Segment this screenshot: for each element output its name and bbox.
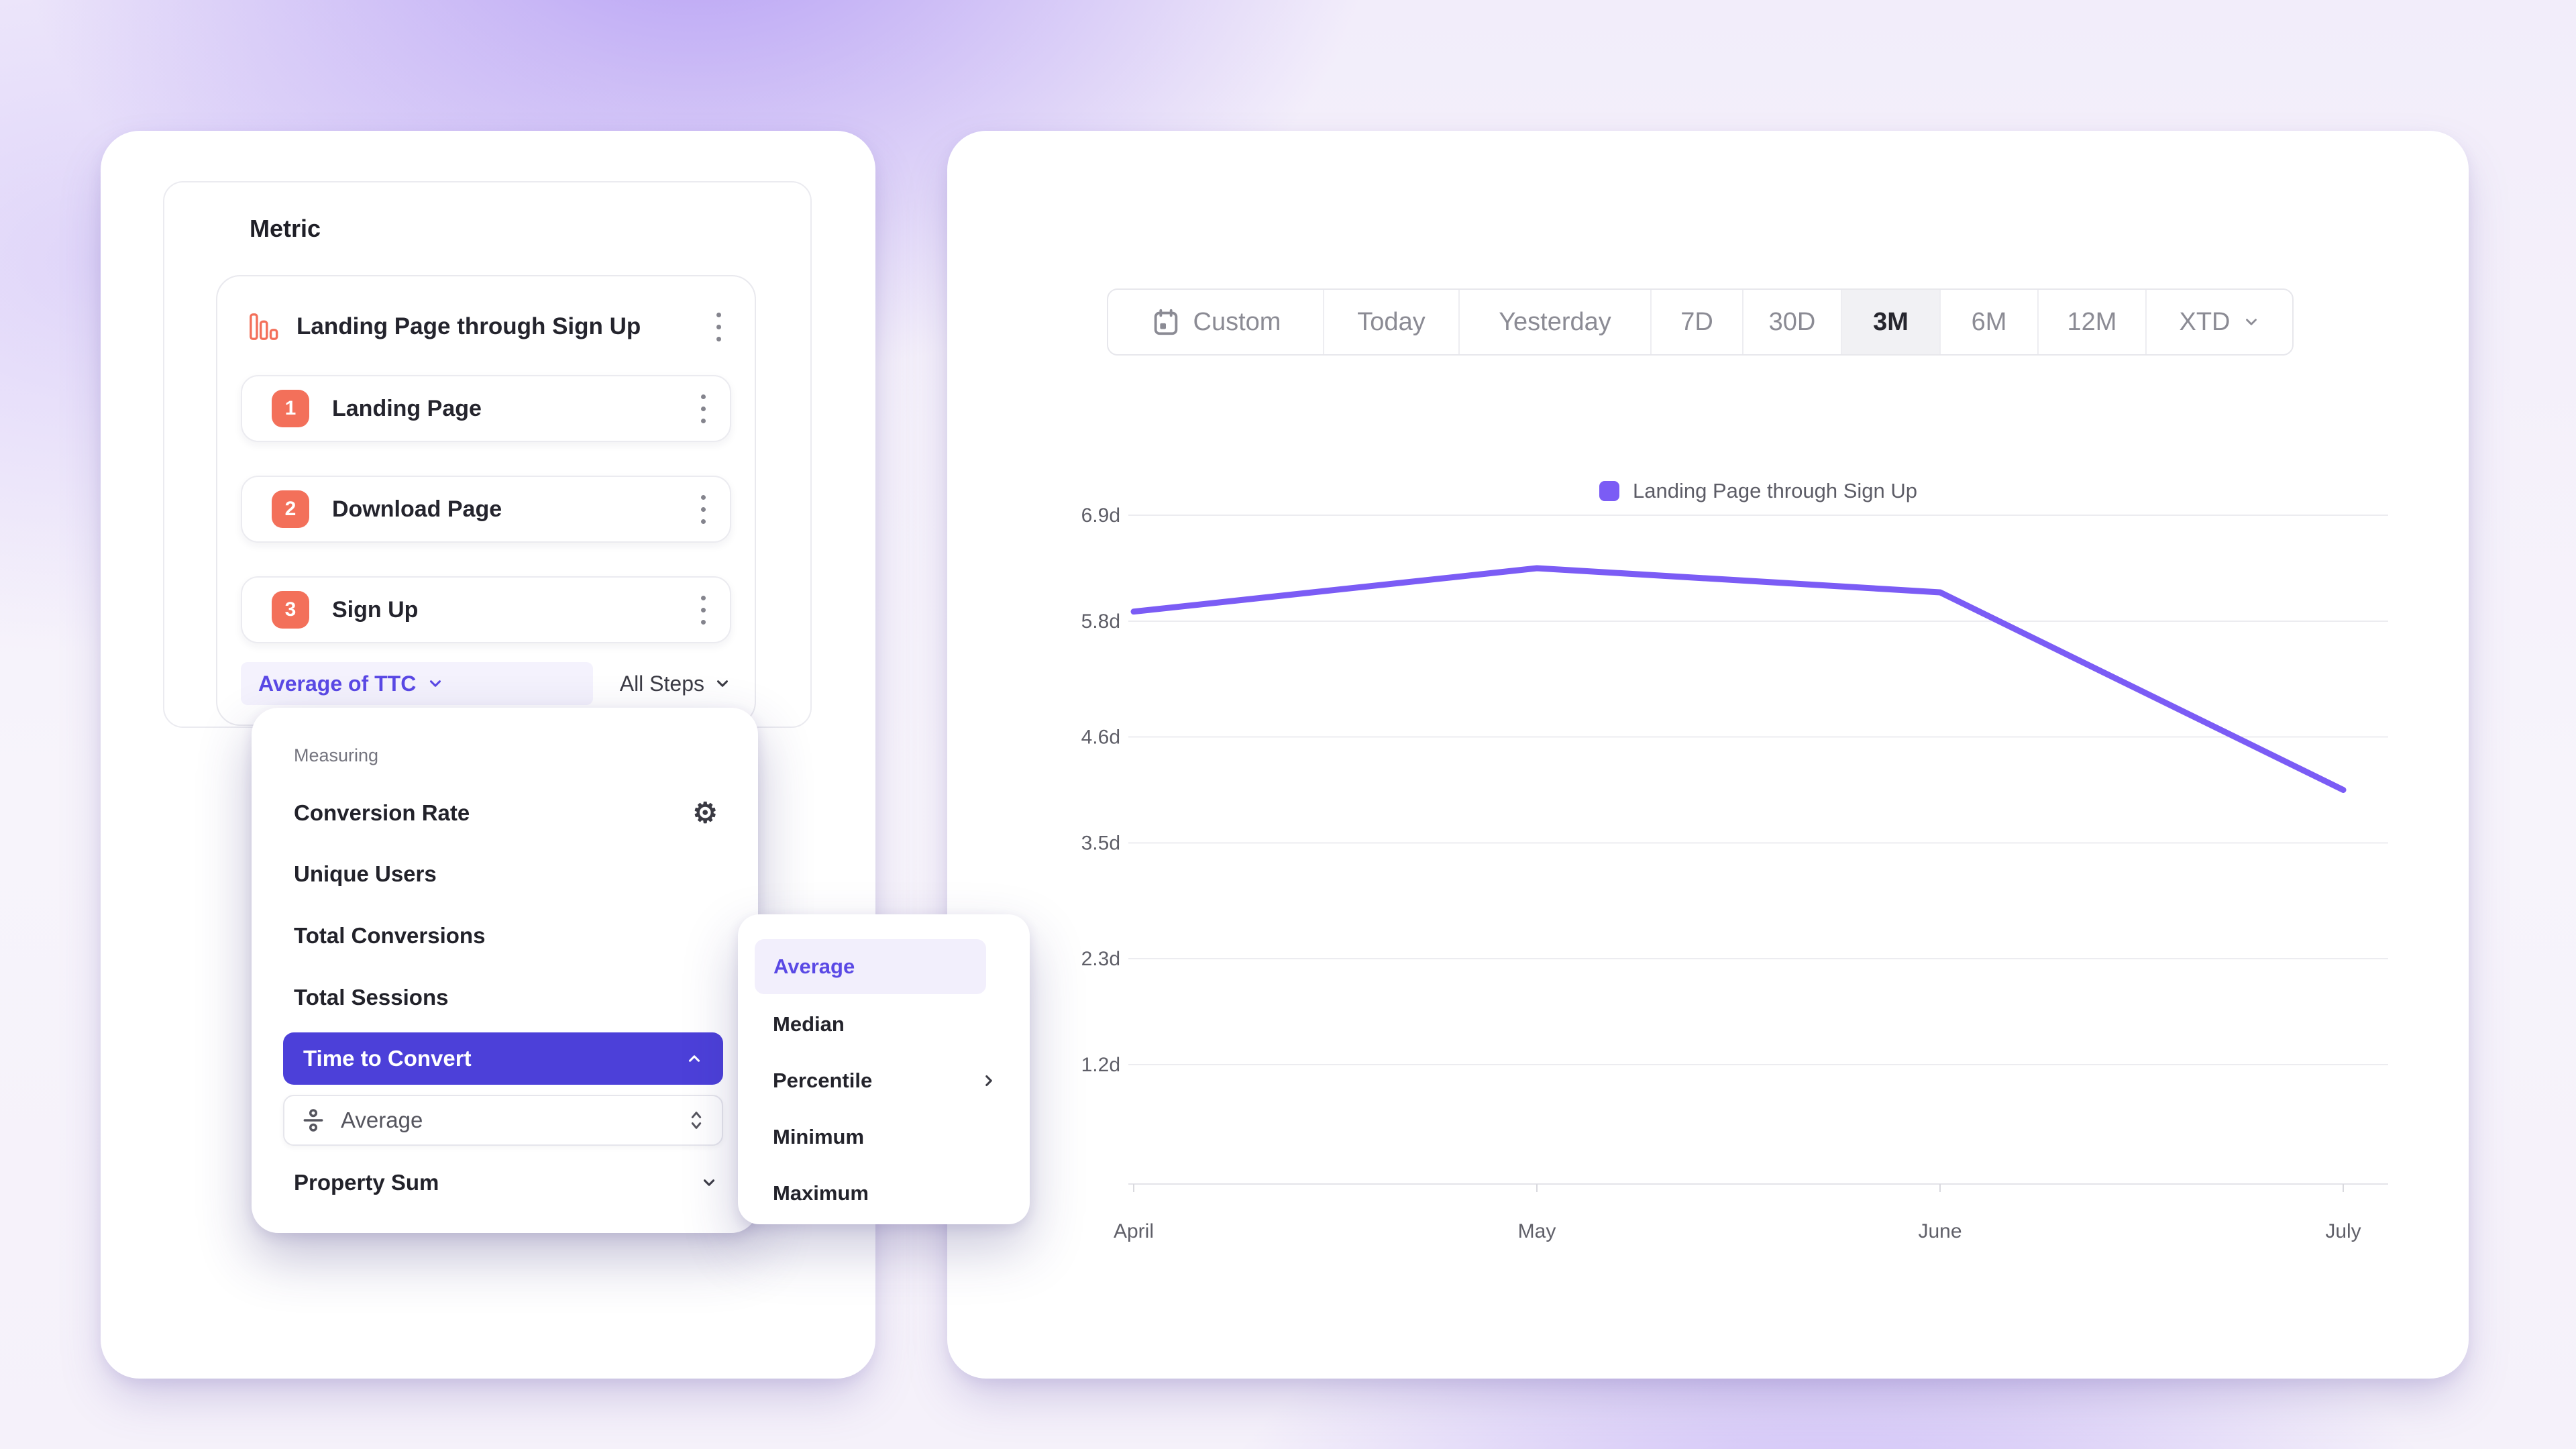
date-option-label: Today xyxy=(1357,307,1426,336)
date-option-label: XTD xyxy=(2179,307,2231,336)
date-option-label: 7D xyxy=(1680,307,1713,336)
chart-legend: Landing Page through Sign Up xyxy=(1128,476,2388,506)
funnel-header: Landing Page through Sign Up xyxy=(217,276,755,377)
funnel-footer: Average of TTC All Steps xyxy=(241,662,731,705)
submenu-item-minimum[interactable]: Minimum xyxy=(773,1117,998,1157)
menu-item-total-sessions[interactable]: Total Sessions xyxy=(294,974,718,1021)
x-axis-label: July xyxy=(2325,1220,2361,1242)
y-axis-label: 5.8d xyxy=(1081,610,1120,633)
date-option-label: Yesterday xyxy=(1499,307,1611,336)
submenu-item-percentile[interactable]: Percentile xyxy=(773,1061,998,1101)
date-option-7d[interactable]: 7D xyxy=(1652,290,1743,354)
y-axis-label: 3.5d xyxy=(1081,833,1120,855)
calendar-icon xyxy=(1154,309,1177,335)
submenu-item-label: Percentile xyxy=(773,1069,873,1092)
step-label: Landing Page xyxy=(332,395,482,421)
date-option-yesterday[interactable]: Yesterday xyxy=(1460,290,1652,354)
step-number-badge: 3 xyxy=(272,591,309,629)
divide-operator-icon xyxy=(303,1109,323,1132)
chevron-down-icon xyxy=(430,680,441,687)
menu-item-total-conversions[interactable]: Total Conversions xyxy=(294,912,718,959)
ttc-aggregation-value: Average xyxy=(341,1108,423,1132)
step-kebab-menu-icon[interactable] xyxy=(696,389,711,429)
date-option-30d[interactable]: 30D xyxy=(1743,290,1842,354)
menu-item-label: Property Sum xyxy=(294,1170,439,1195)
measurement-dropdown-label: Average of TTC xyxy=(258,671,417,696)
step-kebab-menu-icon[interactable] xyxy=(696,590,711,630)
menu-item-label: Total Conversions xyxy=(294,923,486,948)
legend-series-label: Landing Page through Sign Up xyxy=(1633,479,1917,502)
date-option-6m[interactable]: 6M xyxy=(1941,290,2039,354)
date-option-xtd[interactable]: XTD xyxy=(2147,290,2292,354)
chevron-down-icon xyxy=(703,1179,715,1186)
date-option-today[interactable]: Today xyxy=(1324,290,1460,354)
submenu-item-maximum[interactable]: Maximum xyxy=(773,1173,998,1214)
metric-panel-title: Metric xyxy=(250,215,321,242)
chevron-down-icon xyxy=(2245,319,2257,325)
funnel-title: Landing Page through Sign Up xyxy=(297,313,641,339)
legend-color-swatch xyxy=(1599,481,1619,501)
funnel-chart-icon xyxy=(250,313,278,340)
funnel-kebab-menu-icon[interactable] xyxy=(711,307,727,347)
menu-item-property-sum[interactable]: Property Sum xyxy=(294,1159,718,1206)
submenu-item-label: Median xyxy=(773,1012,845,1036)
date-option-3m-selected[interactable]: 3M xyxy=(1842,290,1941,354)
x-axis-label: April xyxy=(1114,1220,1154,1242)
date-range-control: Custom Today Yesterday 7D 30D 3M 6M 12M … xyxy=(1107,288,2294,356)
funnel-box: Landing Page through Sign Up 1 Landing P… xyxy=(216,275,756,726)
submenu-item-median[interactable]: Median xyxy=(773,1004,998,1044)
date-option-label: 3M xyxy=(1873,307,1909,336)
chevron-up-icon xyxy=(688,1055,700,1062)
menu-item-unique-users[interactable]: Unique Users xyxy=(294,851,718,898)
submenu-item-label: Maximum xyxy=(773,1181,869,1205)
chart-line-landing-page-through-sign-up xyxy=(1130,565,2347,793)
submenu-item-label: Minimum xyxy=(773,1125,865,1148)
date-option-custom[interactable]: Custom xyxy=(1108,290,1324,354)
menu-item-label: Total Sessions xyxy=(294,985,449,1010)
chart-card: Custom Today Yesterday 7D 30D 3M 6M 12M … xyxy=(947,131,2469,1379)
measuring-menu: Measuring Conversion Rate ⚙ Unique Users… xyxy=(252,708,758,1233)
menu-item-label: Conversion Rate xyxy=(294,800,470,825)
submenu-item-label: Average xyxy=(773,955,855,978)
measuring-section-label: Measuring xyxy=(294,745,379,765)
chevron-right-icon xyxy=(985,1075,992,1087)
y-axis-label: 6.9d xyxy=(1081,504,1120,527)
date-option-label: 12M xyxy=(2067,307,2117,336)
menu-item-label: Time to Convert xyxy=(303,1046,472,1071)
line-chart: 6.9d 5.8d 4.6d 3.5d 2.3d 1.2d April May June July xyxy=(1081,504,2388,1242)
gear-icon[interactable]: ⚙ xyxy=(692,797,718,828)
x-axis-label: June xyxy=(1918,1220,1962,1242)
metric-card: Metric Landing Page through Sign Up 1 La… xyxy=(101,131,875,1379)
aggregation-submenu: Average Median Percentile Minimum Maximu… xyxy=(738,914,1030,1224)
y-axis-label: 1.2d xyxy=(1081,1054,1120,1076)
date-option-12m[interactable]: 12M xyxy=(2039,290,2147,354)
date-option-label: Custom xyxy=(1193,307,1281,336)
step-label: Sign Up xyxy=(332,596,419,623)
step-number-badge: 1 xyxy=(272,390,309,427)
steps-scope-dropdown[interactable]: All Steps xyxy=(620,672,731,696)
funnel-step-landing-page[interactable]: 1 Landing Page xyxy=(241,375,731,442)
chevron-down-icon xyxy=(716,680,729,687)
date-option-label: 30D xyxy=(1768,307,1816,336)
submenu-item-average-selected[interactable]: Average xyxy=(755,939,986,994)
funnel-step-download-page[interactable]: 2 Download Page xyxy=(241,476,731,543)
steps-scope-label: All Steps xyxy=(619,671,704,696)
x-axis-label: May xyxy=(1518,1220,1556,1242)
step-number-badge: 2 xyxy=(272,490,309,528)
menu-item-label: Unique Users xyxy=(294,861,437,886)
menu-item-conversion-rate[interactable]: Conversion Rate ⚙ xyxy=(294,790,718,837)
y-axis-label: 2.3d xyxy=(1081,948,1120,970)
funnel-step-sign-up[interactable]: 3 Sign Up xyxy=(241,576,731,643)
step-label: Download Page xyxy=(332,496,502,522)
measurement-dropdown-trigger[interactable]: Average of TTC xyxy=(241,662,593,705)
step-kebab-menu-icon[interactable] xyxy=(696,490,711,529)
select-up-down-icon xyxy=(691,1112,702,1129)
y-axis-label: 4.6d xyxy=(1081,726,1120,748)
ttc-aggregation-select[interactable]: Average xyxy=(283,1095,723,1146)
menu-item-time-to-convert-selected[interactable]: Time to Convert xyxy=(283,1032,723,1085)
metric-panel: Metric Landing Page through Sign Up 1 La… xyxy=(163,181,812,728)
date-option-label: 6M xyxy=(1971,307,2007,336)
